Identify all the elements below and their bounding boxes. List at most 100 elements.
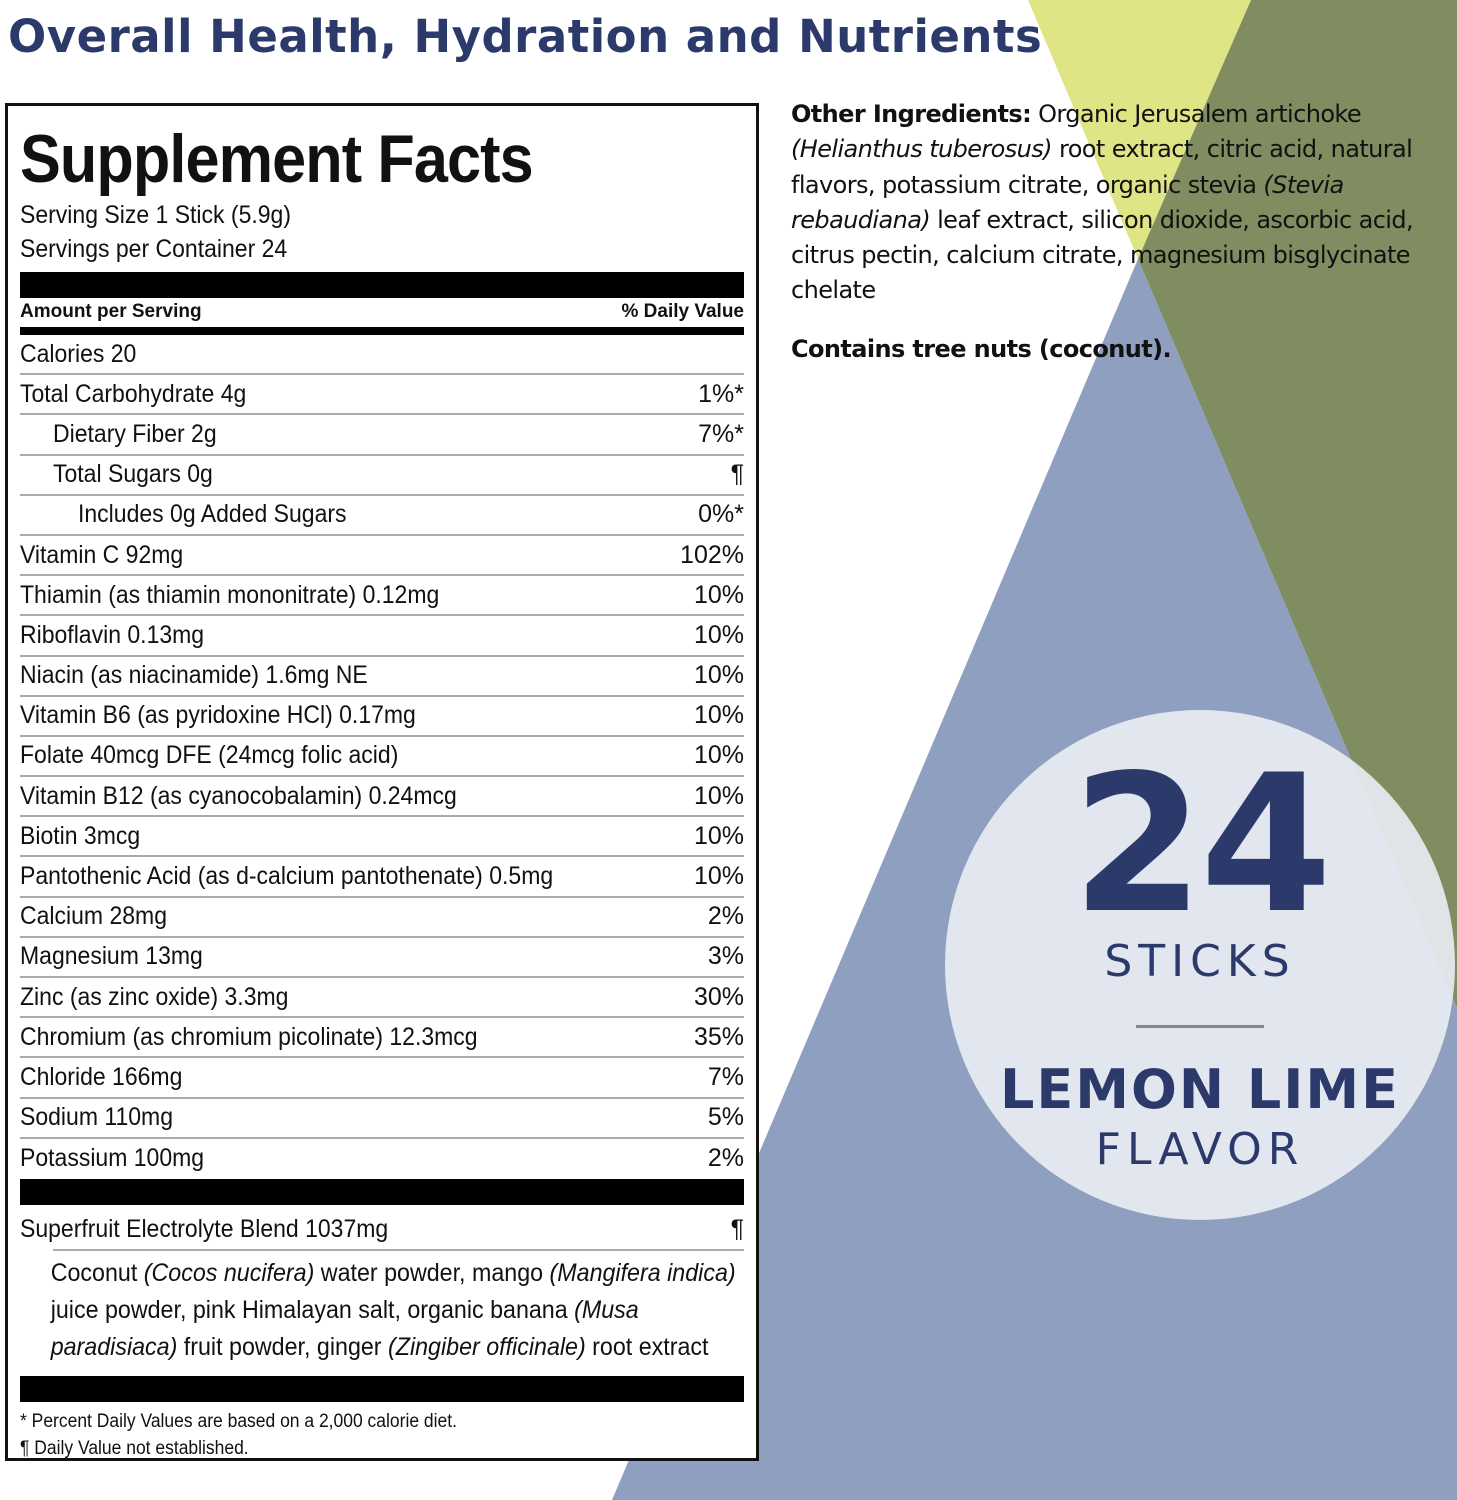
latin-name: (Zingiber officinale)	[388, 1333, 586, 1362]
nutrient-row: Niacin (as niacinamide) 1.6mg NE 10%	[20, 657, 744, 697]
nutrient-row: Total Sugars 0g ¶	[20, 456, 744, 496]
nutrient-dv: 5%	[707, 1103, 744, 1132]
nutrient-dv: 0%*	[698, 500, 744, 529]
nutrient-row: Folate 40mcg DFE (24mcg folic acid) 10%	[20, 737, 744, 778]
nutrient-row: Pantothenic Acid (as d-calcium pantothen…	[20, 857, 744, 898]
ingredient-text: fruit powder, ginger	[177, 1333, 389, 1362]
nutrient-list: Calories 20 Total Carbohydrate 4g 1%* Dieta…	[20, 335, 744, 1179]
nutrient-dv: 102%	[680, 540, 744, 569]
footnote-dv: ¶ Daily Value not established.	[20, 1438, 249, 1460]
nutrient-row: Riboflavin 0.13mg 10%	[20, 616, 744, 657]
nutrient-name: Zinc (as zinc oxide) 3.3mg	[20, 982, 289, 1011]
nutrient-row: Biotin 3mcg 10%	[20, 817, 744, 858]
footnote-calories: * Percent Daily Values are based on a 2,…	[20, 1411, 457, 1433]
dv-header: % Daily Value	[621, 301, 744, 322]
olive-shape	[1138, 0, 1457, 1008]
nutrient-row: Magnesium 13mg 3%	[20, 938, 744, 978]
blend-row: Superfruit Electrolyte Blend 1037mg ¶	[20, 1209, 744, 1249]
nutrient-dv: 10%	[693, 862, 744, 891]
nutrient-dv: 10%	[693, 701, 744, 730]
blend-dv: ¶	[730, 1214, 744, 1243]
nutrient-name: Biotin 3mcg	[20, 821, 141, 850]
blend-ingredients: Coconut (Cocos nucifera) water powder, m…	[20, 1255, 745, 1366]
nutrient-dv: 2%	[707, 902, 744, 931]
nutrient-row: Dietary Fiber 2g 7%*	[20, 415, 744, 456]
nutrient-name: Chloride 166mg	[20, 1062, 183, 1091]
amount-header: Amount per Serving	[20, 301, 202, 322]
divider-line	[53, 1249, 744, 1252]
nutrient-dv: 10%	[693, 620, 744, 649]
nutrient-name: Vitamin C 92mg	[20, 540, 184, 569]
nutrient-dv: 3%	[707, 942, 744, 971]
yellow-triangle	[1028, 0, 1251, 259]
nutrient-row: Chloride 166mg 7%	[20, 1058, 744, 1099]
nutrient-dv: 2%	[707, 1144, 744, 1173]
nutrient-name: Pantothenic Acid (as d-calcium pantothen…	[20, 862, 554, 891]
nutrient-name: Magnesium 13mg	[20, 942, 203, 971]
servings-per-container: Servings per Container 24	[20, 235, 288, 263]
nutrient-dv: ¶	[730, 460, 744, 489]
nutrient-row: Calcium 28mg 2%	[20, 898, 744, 938]
nutrient-dv: 35%	[693, 1022, 744, 1051]
ingredient-text: water powder, mango	[314, 1259, 550, 1288]
nutrient-row: Includes 0g Added Sugars 0%*	[20, 496, 744, 536]
nutrient-row: Zinc (as zinc oxide) 3.3mg 30%	[20, 978, 744, 1019]
serving-size: Serving Size 1 Stick (5.9g)	[20, 201, 292, 229]
latin-name: (Stevia rebaudiana)	[791, 170, 1344, 234]
divider-bar	[20, 327, 744, 335]
nutrient-name: Calcium 28mg	[20, 902, 167, 931]
count-flavor-badge: 24 STICKS LEMON LIME FLAVOR	[945, 710, 1455, 1220]
ingredient-text: root extract	[585, 1333, 709, 1362]
nutrient-name: Potassium 100mg	[20, 1144, 205, 1173]
divider-bar	[20, 1178, 744, 1205]
badge-divider	[1136, 1025, 1264, 1028]
other-ingredients-label: Other Ingredients:	[791, 100, 1032, 128]
nutrient-name: Sodium 110mg	[20, 1103, 173, 1132]
nutrient-row: Vitamin B12 (as cyanocobalamin) 0.24mcg 1…	[20, 777, 744, 818]
stick-count: 24	[1071, 734, 1332, 955]
stick-unit: STICKS	[1104, 936, 1296, 987]
nutrient-row: Potassium 100mg 2%	[20, 1139, 744, 1179]
nutrient-dv: 10%	[693, 781, 744, 810]
nutrient-dv: 10%	[693, 661, 744, 690]
nutrient-name: Total Sugars 0g	[53, 460, 213, 489]
nutrient-name: Dietary Fiber 2g	[53, 419, 217, 448]
nutrient-dv: 1%*	[698, 379, 744, 408]
nutrient-row: Vitamin C 92mg 102%	[20, 536, 744, 577]
nutrient-row: Thiamin (as thiamin mononitrate) 0.12mg 1…	[20, 576, 744, 617]
latin-name: (Mangifera indica)	[549, 1259, 736, 1288]
divider-bar	[20, 272, 744, 298]
nutrient-name: Total Carbohydrate 4g	[20, 379, 247, 408]
nutrient-name: Includes 0g Added Sugars	[78, 500, 347, 529]
ingredient-text: Organic Jerusalem artichoke	[1031, 100, 1362, 128]
nutrient-name: Vitamin B6 (as pyridoxine HCl) 0.17mg	[20, 701, 416, 730]
nutrient-name: Thiamin (as thiamin mononitrate) 0.12mg	[20, 580, 440, 609]
supplement-facts-panel: Supplement Facts Serving Size 1 Stick (5…	[5, 103, 759, 1461]
nutrient-dv: 7%*	[698, 419, 744, 448]
column-header: Amount per Serving % Daily Value	[20, 298, 744, 327]
nutrient-name: Folate 40mcg DFE (24mcg folic acid)	[20, 741, 399, 770]
divider-bar	[20, 1376, 744, 1403]
nutrient-row: Total Carbohydrate 4g 1%*	[20, 375, 744, 416]
nutrient-dv: 30%	[693, 982, 744, 1011]
ingredient-text: Coconut	[50, 1259, 144, 1288]
blend-name: Superfruit Electrolyte Blend 1037mg	[20, 1214, 389, 1243]
latin-name: (Helianthus tuberosus)	[791, 135, 1053, 164]
latin-name: (Cocos nucifera)	[143, 1259, 315, 1288]
nutrient-dv: 10%	[693, 580, 744, 609]
nutrient-row: Sodium 110mg 5%	[20, 1099, 744, 1139]
nutrient-name: Riboflavin 0.13mg	[20, 620, 205, 649]
nutrient-dv: 10%	[693, 741, 744, 770]
nutrient-row: Chromium (as chromium picolinate) 12.3mc…	[20, 1018, 744, 1059]
nutrient-row: Calories 20	[20, 335, 744, 376]
nutrient-name: Niacin (as niacinamide) 1.6mg NE	[20, 661, 368, 690]
flavor-word: FLAVOR	[1095, 1124, 1305, 1175]
page-title: Overall Health, Hydration and Nutrients	[8, 10, 1043, 63]
latin-name: (Musa paradisiaca)	[50, 1296, 639, 1362]
nutrient-name: Chromium (as chromium picolinate) 12.3mc…	[20, 1022, 478, 1051]
other-ingredients: Other Ingredients: Organic Jerusalem art…	[791, 97, 1431, 309]
nutrient-name: Calories 20	[20, 339, 137, 368]
allergen-statement: Contains tree nuts (coconut).	[791, 335, 1172, 363]
facts-heading: Supplement Facts	[20, 121, 534, 197]
nutrient-name: Vitamin B12 (as cyanocobalamin) 0.24mcg	[20, 781, 457, 810]
